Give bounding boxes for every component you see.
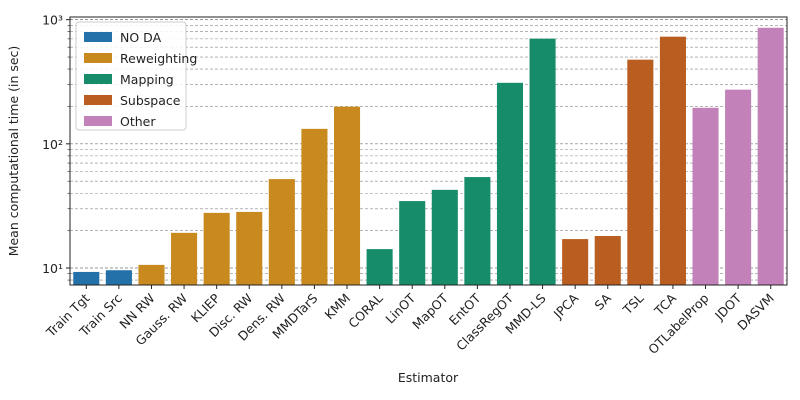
bar: [757, 27, 784, 285]
legend-label: Other: [120, 114, 156, 129]
y-tick-label: 10¹: [42, 261, 63, 276]
bar: [496, 82, 524, 286]
bar: [138, 264, 165, 285]
x-tick-label: MapOT: [409, 290, 451, 332]
x-tick-label: DASVM: [734, 291, 777, 334]
x-tick-label: OTLabelProp: [645, 290, 711, 356]
legend-swatch: [84, 74, 112, 84]
bar: [562, 239, 589, 285]
legend-label: NO DA: [120, 30, 162, 45]
bar: [366, 249, 393, 285]
bar: [399, 201, 426, 285]
bar: [529, 38, 556, 285]
x-tick-label: JPCA: [550, 290, 582, 322]
bar: [268, 179, 295, 285]
bar: [203, 212, 230, 285]
plot-frame: [69, 16, 788, 286]
y-tick-label: 10²: [42, 137, 63, 152]
legend-swatch: [84, 116, 112, 126]
bar: [105, 270, 132, 285]
y-tick-label: 10³: [42, 13, 63, 28]
bar: [73, 271, 100, 285]
legend-swatch: [84, 32, 112, 42]
x-tick-label: TCA: [651, 290, 680, 319]
legend-label: Mapping: [120, 72, 174, 87]
bar: [692, 107, 719, 285]
bar: [659, 36, 686, 285]
bar: [594, 236, 621, 285]
x-axis-label: Estimator: [398, 370, 459, 385]
bar: [171, 232, 198, 285]
legend-label: Reweighting: [120, 51, 197, 66]
legend-swatch: [84, 95, 112, 105]
bar: [431, 189, 458, 285]
x-tick-label: CORAL: [345, 290, 386, 331]
y-axis-label: Mean computational time (in sec): [6, 46, 21, 257]
legend-label: Subspace: [120, 93, 181, 108]
x-tick-label: TSL: [619, 290, 646, 317]
x-tick-label: SA: [591, 290, 614, 313]
bar: [464, 177, 491, 285]
legend-swatch: [84, 53, 112, 63]
bar: [236, 211, 263, 285]
bar: [725, 89, 752, 285]
bar: [333, 106, 361, 285]
bar: [627, 59, 654, 285]
bar: [301, 128, 328, 285]
